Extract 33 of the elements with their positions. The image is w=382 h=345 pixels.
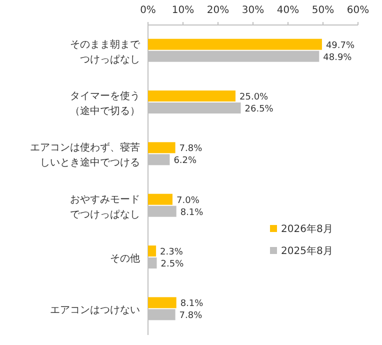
data-label: 49.7% <box>326 40 355 51</box>
bar <box>148 142 176 154</box>
data-label: 7.0% <box>176 196 200 206</box>
data-label: 25.0% <box>240 92 269 102</box>
data-label: 26.5% <box>244 104 274 114</box>
legend-label: 2025年8月 <box>281 245 333 257</box>
bar <box>148 297 176 308</box>
x-tick-label: 10% <box>172 5 194 16</box>
bar <box>148 38 322 50</box>
y-tick-label: おやすみモードでつけっぱなし <box>70 194 140 220</box>
x-tick-label: 60% <box>346 5 370 16</box>
x-tick-label: 40% <box>276 5 300 16</box>
x-tick-label: 50% <box>312 5 334 16</box>
data-label: 6.2% <box>174 156 198 166</box>
x-tick-label: 0% <box>140 5 156 16</box>
bar <box>148 246 156 256</box>
data-label: 2.3% <box>160 248 184 258</box>
y-tick-label: エアコンはつけない <box>50 305 140 316</box>
legend-label: 2026年8月 <box>281 223 333 235</box>
y-tick-label: タイマーを使う（途中で切る） <box>70 91 140 117</box>
bar <box>148 194 172 205</box>
data-label: 7.8% <box>179 311 203 322</box>
y-tick-label: その他 <box>110 252 140 264</box>
data-label: 2.5% <box>160 260 184 270</box>
x-tick-label: 30% <box>242 5 264 16</box>
data-label: 48.9% <box>323 52 352 63</box>
y-tick-label: エアコンは使わず、寝苦しいとき途中でつける <box>30 142 140 169</box>
bar <box>148 90 236 102</box>
data-label: 7.8% <box>179 144 203 154</box>
data-label: 8.1% <box>180 299 204 310</box>
x-tick-label: 20% <box>206 5 230 16</box>
data-label: 8.1% <box>180 208 204 218</box>
y-tick-label: そのまま朝までつけっぱなし <box>70 38 141 66</box>
